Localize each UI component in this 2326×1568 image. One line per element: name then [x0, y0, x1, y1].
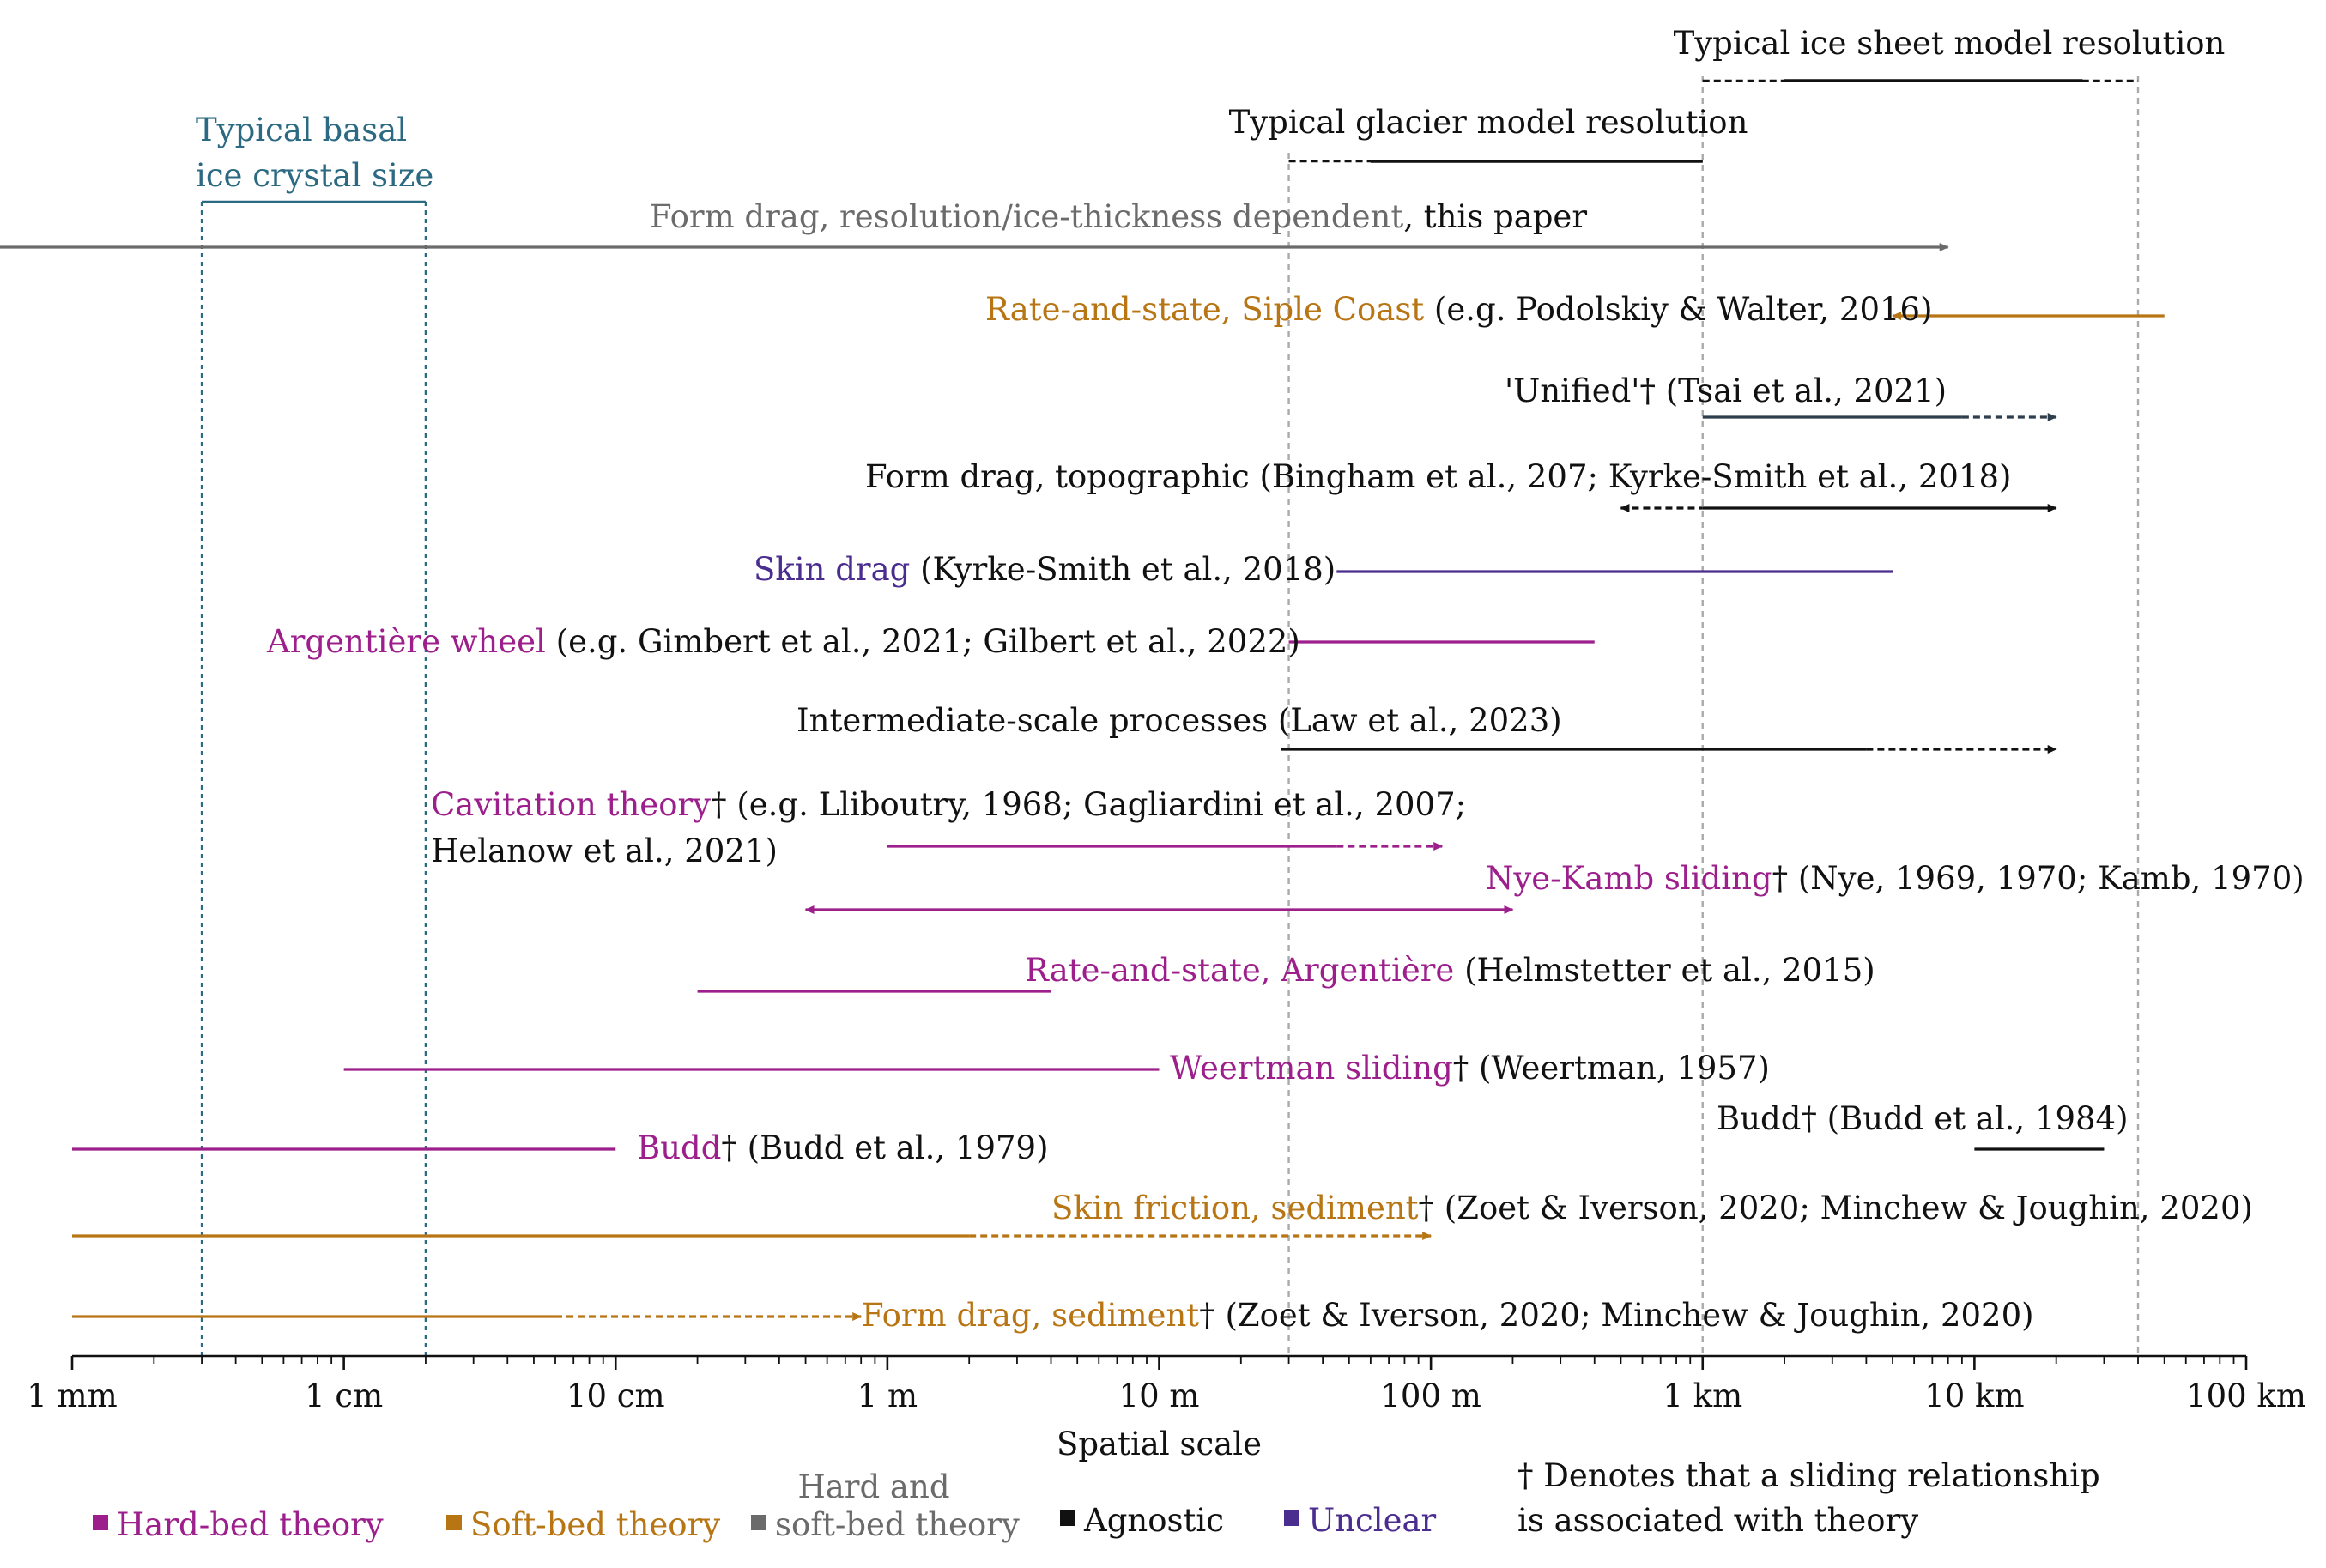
legend-label: Hard-bed theory — [117, 1506, 384, 1543]
process-reference: Budd† (Budd et al., 1984) — [1717, 1100, 2129, 1137]
process-reference: Intermediate-scale processes (Law et al.… — [797, 702, 1562, 739]
process-reference: † (Budd et al., 1979) — [721, 1129, 1048, 1166]
process-reference: † (Nye, 1969, 1970; Kamb, 1970) — [1772, 860, 2305, 897]
process-reference: † (e.g. Lliboutry, 1968; Gagliardini et … — [711, 786, 1466, 823]
process-name: Skin friction, sediment — [1051, 1190, 1419, 1226]
footnote: † Denotes that a sliding relationship — [1517, 1457, 2100, 1494]
process-reference: † (Zoet & Iverson, 2020; Minchew & Jough… — [1419, 1190, 2253, 1226]
process-label-intermediate-scale: Intermediate-scale processes (Law et al.… — [797, 702, 1562, 739]
process-reference: (Helmstetter et al., 2015) — [1454, 952, 1875, 989]
legend-swatch — [1284, 1510, 1299, 1526]
x-tick-label: 100 m — [1380, 1377, 1481, 1414]
legend-label: Unclear — [1308, 1502, 1437, 1539]
process-label-cavitation: Cavitation theory† (e.g. Lliboutry, 1968… — [431, 786, 1466, 823]
process-label-form-drag-sediment: Form drag, sediment† (Zoet & Iverson, 20… — [862, 1297, 2034, 1334]
legend-swatch — [1060, 1510, 1075, 1526]
crystal-band-label: Typical basal — [196, 112, 407, 148]
legend-swatch — [751, 1515, 766, 1530]
x-tick-label: 1 mm — [27, 1377, 117, 1414]
process-reference-line2: Helanow et al., 2021) — [431, 832, 778, 869]
process-reference: † (Zoet & Iverson, 2020; Minchew & Jough… — [1199, 1297, 2033, 1334]
process-name: Rate-and-state, Argentière — [1025, 952, 1454, 989]
process-reference: (Kyrke-Smith et al., 2018) — [910, 551, 1336, 588]
legend-label: soft-bed theory — [775, 1506, 1020, 1543]
process-label-skin-drag: Skin drag (Kyrke-Smith et al., 2018) — [754, 551, 1336, 588]
legend-label: Hard and — [797, 1468, 949, 1505]
x-tick-label: 1 m — [857, 1377, 918, 1414]
x-axis-label: Spatial scale — [1057, 1426, 1262, 1462]
process-name: Budd — [637, 1129, 721, 1166]
process-label-form-drag-this-paper: Form drag, resolution/ice-thickness depe… — [650, 198, 1587, 235]
process-reference: † (Weertman, 1957) — [1453, 1050, 1770, 1087]
process-label-rate-state-argentiere: Rate-and-state, Argentière (Helmstetter … — [1025, 952, 1875, 989]
process-label-rate-state-siple: Rate-and-state, Siple Coast (e.g. Podols… — [985, 291, 1933, 328]
legend-swatch — [93, 1515, 108, 1530]
resolution-band-label: Typical ice sheet model resolution — [1674, 25, 2226, 62]
process-label-form-drag-topo: Form drag, topographic (Bingham et al., … — [865, 458, 2011, 495]
process-name: Weertman sliding — [1170, 1050, 1453, 1087]
legend-swatch — [446, 1515, 462, 1530]
x-tick-label: 10 m — [1119, 1377, 1200, 1414]
footnote: is associated with theory — [1517, 1502, 1918, 1539]
x-tick-label: 10 km — [1924, 1377, 2024, 1414]
process-reference: (e.g. Podolskiy & Walter, 2016) — [1424, 291, 1932, 328]
legend-item-agnostic: Agnostic — [1060, 1502, 1224, 1539]
process-label-skin-friction-sediment: Skin friction, sediment† (Zoet & Iverson… — [1051, 1190, 2253, 1226]
process-reference: , this paper — [1403, 198, 1587, 235]
process-reference: Form drag, topographic (Bingham et al., … — [865, 458, 2011, 495]
process-label-budd-1979: Budd† (Budd et al., 1979) — [637, 1129, 1049, 1166]
x-tick-label: 10 cm — [566, 1377, 665, 1414]
legend-item-hard: Hard-bed theory — [93, 1506, 384, 1543]
process-name: Argentière wheel — [266, 623, 546, 660]
legend-item-soft: Soft-bed theory — [446, 1506, 720, 1543]
process-name: Rate-and-state, Siple Coast — [985, 291, 1424, 328]
process-name: Nye-Kamb sliding — [1486, 860, 1772, 897]
process-label-nye-kamb: Nye-Kamb sliding† (Nye, 1969, 1970; Kamb… — [1486, 860, 2305, 897]
process-name: Form drag, resolution/ice-thickness depe… — [650, 198, 1403, 235]
resolution-band-label: Typical glacier model resolution — [1229, 104, 1748, 141]
process-name: Cavitation theory — [431, 786, 711, 823]
process-label-budd-1984: Budd† (Budd et al., 1984) — [1717, 1100, 2129, 1137]
legend-label: Agnostic — [1083, 1502, 1224, 1539]
legend-label: Soft-bed theory — [470, 1506, 720, 1543]
process-reference: (e.g. Gimbert et al., 2021; Gilbert et a… — [546, 623, 1300, 660]
x-tick-label: 100 km — [2186, 1377, 2306, 1414]
legend-item-unclear: Unclear — [1284, 1502, 1437, 1539]
process-name: Form drag, sediment — [862, 1297, 1199, 1334]
x-tick-label: 1 km — [1663, 1377, 1742, 1414]
process-reference: 'Unified'† (Tsai et al., 2021) — [1505, 372, 1947, 409]
process-label-argentiere-wheel: Argentière wheel (e.g. Gimbert et al., 2… — [266, 623, 1300, 660]
x-tick-label: 1 cm — [305, 1377, 383, 1414]
process-label-unified: 'Unified'† (Tsai et al., 2021) — [1505, 372, 1947, 409]
crystal-band-label: ice crystal size — [196, 157, 433, 194]
process-name: Skin drag — [754, 551, 910, 588]
process-label-weertman: Weertman sliding† (Weertman, 1957) — [1170, 1050, 1770, 1087]
